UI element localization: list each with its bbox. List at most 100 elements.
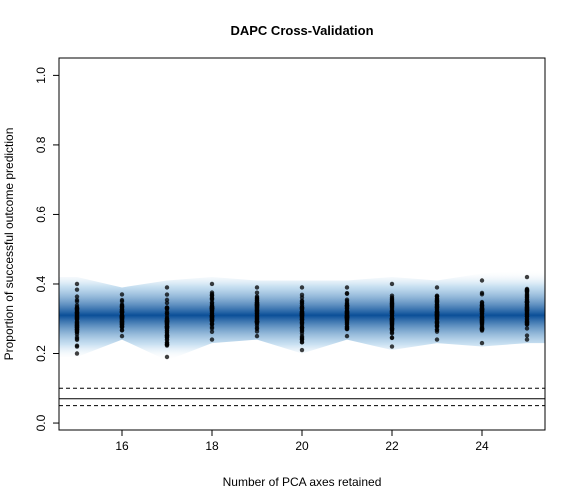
data-point — [209, 297, 215, 303]
data-points — [74, 274, 530, 360]
data-point — [74, 308, 80, 313]
point-column-22 — [389, 281, 395, 349]
data-point — [209, 329, 215, 335]
data-point — [254, 306, 260, 311]
plot-frame — [58, 57, 546, 431]
data-point — [254, 311, 260, 316]
data-point — [299, 285, 305, 290]
data-point — [119, 333, 125, 339]
data-point — [209, 326, 215, 331]
data-point — [74, 303, 80, 308]
point-column-15 — [74, 281, 80, 356]
data-point — [119, 310, 125, 315]
data-point — [299, 340, 305, 345]
point-column-17 — [164, 285, 170, 360]
data-point — [389, 335, 395, 340]
data-point — [524, 333, 530, 338]
y-axis-label: Proportion of successful outcome predict… — [2, 128, 16, 361]
data-point — [479, 299, 485, 305]
data-point — [164, 354, 170, 360]
y-axis: 0.0 0.2 0.4 0.6 0.8 1.0 — [34, 67, 59, 431]
data-point — [164, 297, 170, 303]
data-point — [299, 310, 305, 315]
data-point — [119, 324, 125, 329]
x-tick-label: 20 — [295, 439, 309, 453]
point-column-21 — [344, 285, 350, 339]
data-point — [389, 316, 395, 321]
data-point — [299, 319, 305, 325]
data-point — [119, 292, 125, 297]
data-point — [344, 333, 350, 339]
data-point — [344, 303, 350, 308]
point-column-23 — [434, 285, 440, 342]
data-point — [344, 326, 350, 332]
data-point — [344, 309, 350, 314]
data-point — [389, 344, 395, 349]
data-point — [74, 329, 80, 335]
data-point — [164, 341, 170, 347]
data-point — [299, 347, 305, 353]
data-point — [164, 337, 170, 342]
data-point — [254, 319, 260, 325]
data-point — [74, 294, 80, 299]
data-point — [479, 278, 485, 283]
data-point — [74, 281, 80, 287]
point-column-18 — [209, 281, 215, 342]
data-point — [254, 290, 260, 295]
data-point — [389, 330, 395, 335]
data-point — [479, 306, 485, 312]
data-point — [434, 299, 440, 304]
data-point — [164, 333, 170, 338]
data-point — [254, 323, 260, 328]
chart-title: DAPC Cross-Validation — [230, 23, 373, 38]
data-point — [74, 343, 80, 348]
data-point — [299, 322, 305, 328]
data-point — [119, 314, 125, 319]
data-point — [434, 319, 440, 325]
data-point — [389, 302, 395, 307]
y-tick-label: 0.8 — [34, 136, 48, 153]
data-point — [344, 297, 350, 302]
point-column-16 — [119, 292, 125, 339]
data-point — [164, 324, 170, 330]
reference-lines — [59, 387, 545, 407]
data-point — [299, 335, 305, 340]
data-point — [164, 292, 170, 297]
x-tick-label: 18 — [205, 439, 219, 453]
x-tick-label: 16 — [115, 439, 129, 453]
data-point — [389, 307, 395, 313]
data-point — [74, 299, 80, 304]
data-point — [209, 337, 215, 342]
data-point — [164, 306, 170, 312]
data-point — [74, 313, 80, 319]
data-point — [299, 315, 305, 320]
data-point — [164, 300, 170, 306]
data-point — [209, 281, 215, 287]
data-point — [164, 320, 170, 325]
data-point — [479, 340, 485, 346]
data-point — [344, 321, 350, 327]
data-point — [209, 305, 215, 311]
data-point — [479, 292, 485, 297]
data-point — [434, 337, 440, 342]
data-point — [434, 313, 440, 319]
data-point — [344, 291, 350, 296]
point-column-24 — [479, 278, 485, 346]
data-point — [524, 337, 530, 342]
data-point — [164, 316, 170, 321]
data-point — [164, 310, 170, 316]
data-point — [389, 281, 395, 287]
data-point — [119, 297, 125, 303]
data-point — [209, 290, 215, 295]
y-tick-label: 0.6 — [34, 206, 48, 223]
point-column-25 — [524, 274, 530, 342]
data-point — [299, 331, 305, 336]
data-point — [524, 299, 530, 304]
y-tick-label: 0.0 — [34, 414, 48, 431]
data-point — [74, 336, 80, 341]
data-point — [479, 328, 485, 333]
data-point — [209, 321, 215, 327]
x-tick-label: 24 — [475, 439, 489, 453]
data-point — [209, 315, 215, 321]
